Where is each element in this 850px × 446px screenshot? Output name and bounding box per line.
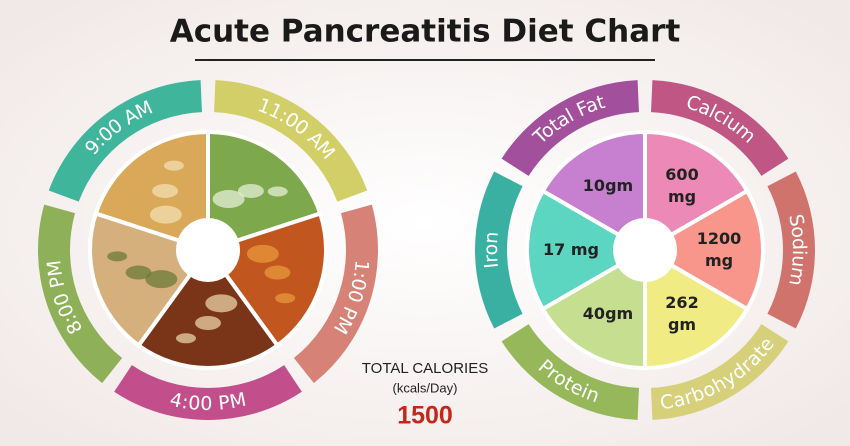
ring-label: Iron (480, 231, 503, 270)
nutrient-value-box: 600 mg (665, 165, 699, 206)
meal-segment (293, 204, 378, 384)
nutrient-value-box: 17 mg (543, 240, 599, 260)
food-detail (163, 160, 184, 171)
nutrient-value: 262 gm (665, 293, 699, 335)
title: Acute Pancreatitis Diet Chart (170, 14, 681, 50)
food-detail (246, 244, 279, 263)
ring-label: 4:00 PM (168, 389, 248, 415)
meal-segment (114, 365, 302, 420)
nutrient-segment (501, 80, 639, 176)
nutrient-value-box: 1200 mg (696, 229, 742, 270)
food-detail (237, 183, 264, 198)
food-detail (195, 316, 221, 330)
food-detail (275, 293, 296, 304)
food-detail (264, 265, 291, 280)
food-detail (125, 265, 152, 280)
nutrient-segment (651, 324, 789, 420)
nutrient-segment (474, 171, 523, 329)
ring-label-text: Iron (480, 231, 503, 270)
nutrient-value: 600 mg (665, 165, 699, 206)
wheel-hub (178, 220, 238, 280)
calories-unit: (kcals/Day) (392, 380, 457, 395)
nutrient-value: 17 mg (543, 240, 599, 260)
meal-segment (214, 80, 368, 202)
calories-label: TOTAL CALORIES (362, 360, 488, 377)
food-detail (107, 251, 128, 262)
meal-segment (48, 80, 202, 202)
food-detail (212, 190, 245, 209)
nutrient-segment (501, 324, 639, 420)
nutrient-value-box: 262 gm (665, 293, 699, 335)
nutrient-value: 1200 mg (696, 229, 742, 270)
nutrient-value-box: 40gm (582, 304, 634, 324)
wheel-hub (615, 220, 675, 280)
food-detail (152, 183, 179, 198)
nutrient-value: 40gm (582, 304, 634, 324)
food-detail (145, 270, 178, 289)
meal-segment (37, 204, 123, 384)
nutrient-value-box: 10gm (582, 176, 634, 196)
nutrient-segment (651, 80, 789, 176)
food-detail (149, 205, 182, 224)
ring-label-text: 4:00 PM (168, 389, 248, 415)
nutrient-value: 10gm (582, 176, 634, 196)
nutrient-segment (767, 171, 815, 329)
food-detail (267, 186, 288, 197)
food-detail (205, 294, 238, 313)
calories-value: 1500 (397, 402, 453, 430)
food-detail (175, 333, 196, 344)
